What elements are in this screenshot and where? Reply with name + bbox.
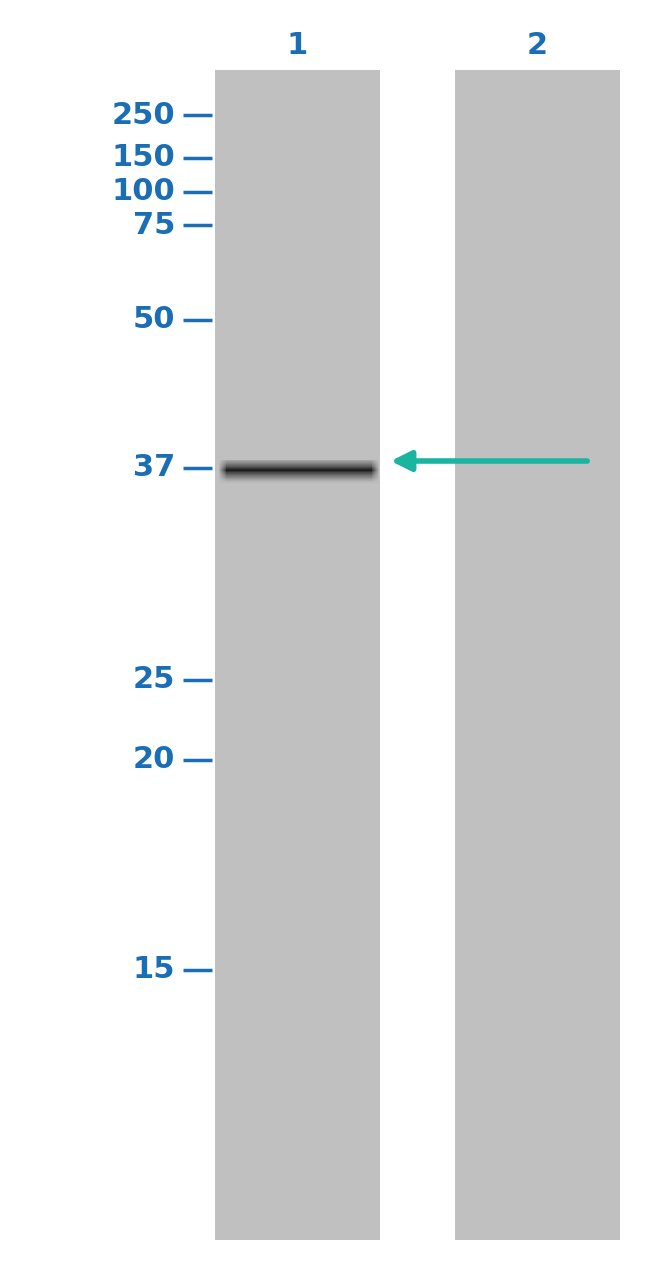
- Bar: [455, 70, 620, 1240]
- Text: 2: 2: [526, 30, 547, 60]
- Text: 20: 20: [133, 745, 175, 775]
- Bar: [219, 460, 220, 483]
- Bar: [372, 460, 373, 483]
- Bar: [215, 70, 380, 1240]
- Bar: [379, 460, 380, 483]
- Text: 150: 150: [111, 144, 175, 173]
- Bar: [378, 460, 379, 483]
- Text: 15: 15: [133, 955, 175, 984]
- Bar: [225, 460, 226, 483]
- Text: 25: 25: [133, 665, 175, 695]
- Bar: [221, 460, 222, 483]
- Text: 75: 75: [133, 211, 175, 240]
- Bar: [373, 460, 374, 483]
- Bar: [376, 460, 377, 483]
- Bar: [224, 460, 225, 483]
- Bar: [375, 460, 376, 483]
- Bar: [377, 460, 378, 483]
- Text: 250: 250: [111, 100, 175, 130]
- Bar: [218, 460, 219, 483]
- Bar: [222, 460, 223, 483]
- Text: 37: 37: [133, 453, 175, 483]
- Bar: [223, 460, 224, 483]
- Text: 1: 1: [287, 30, 307, 60]
- Bar: [220, 460, 221, 483]
- Text: 50: 50: [133, 306, 175, 334]
- Text: 100: 100: [111, 178, 175, 207]
- Bar: [374, 460, 375, 483]
